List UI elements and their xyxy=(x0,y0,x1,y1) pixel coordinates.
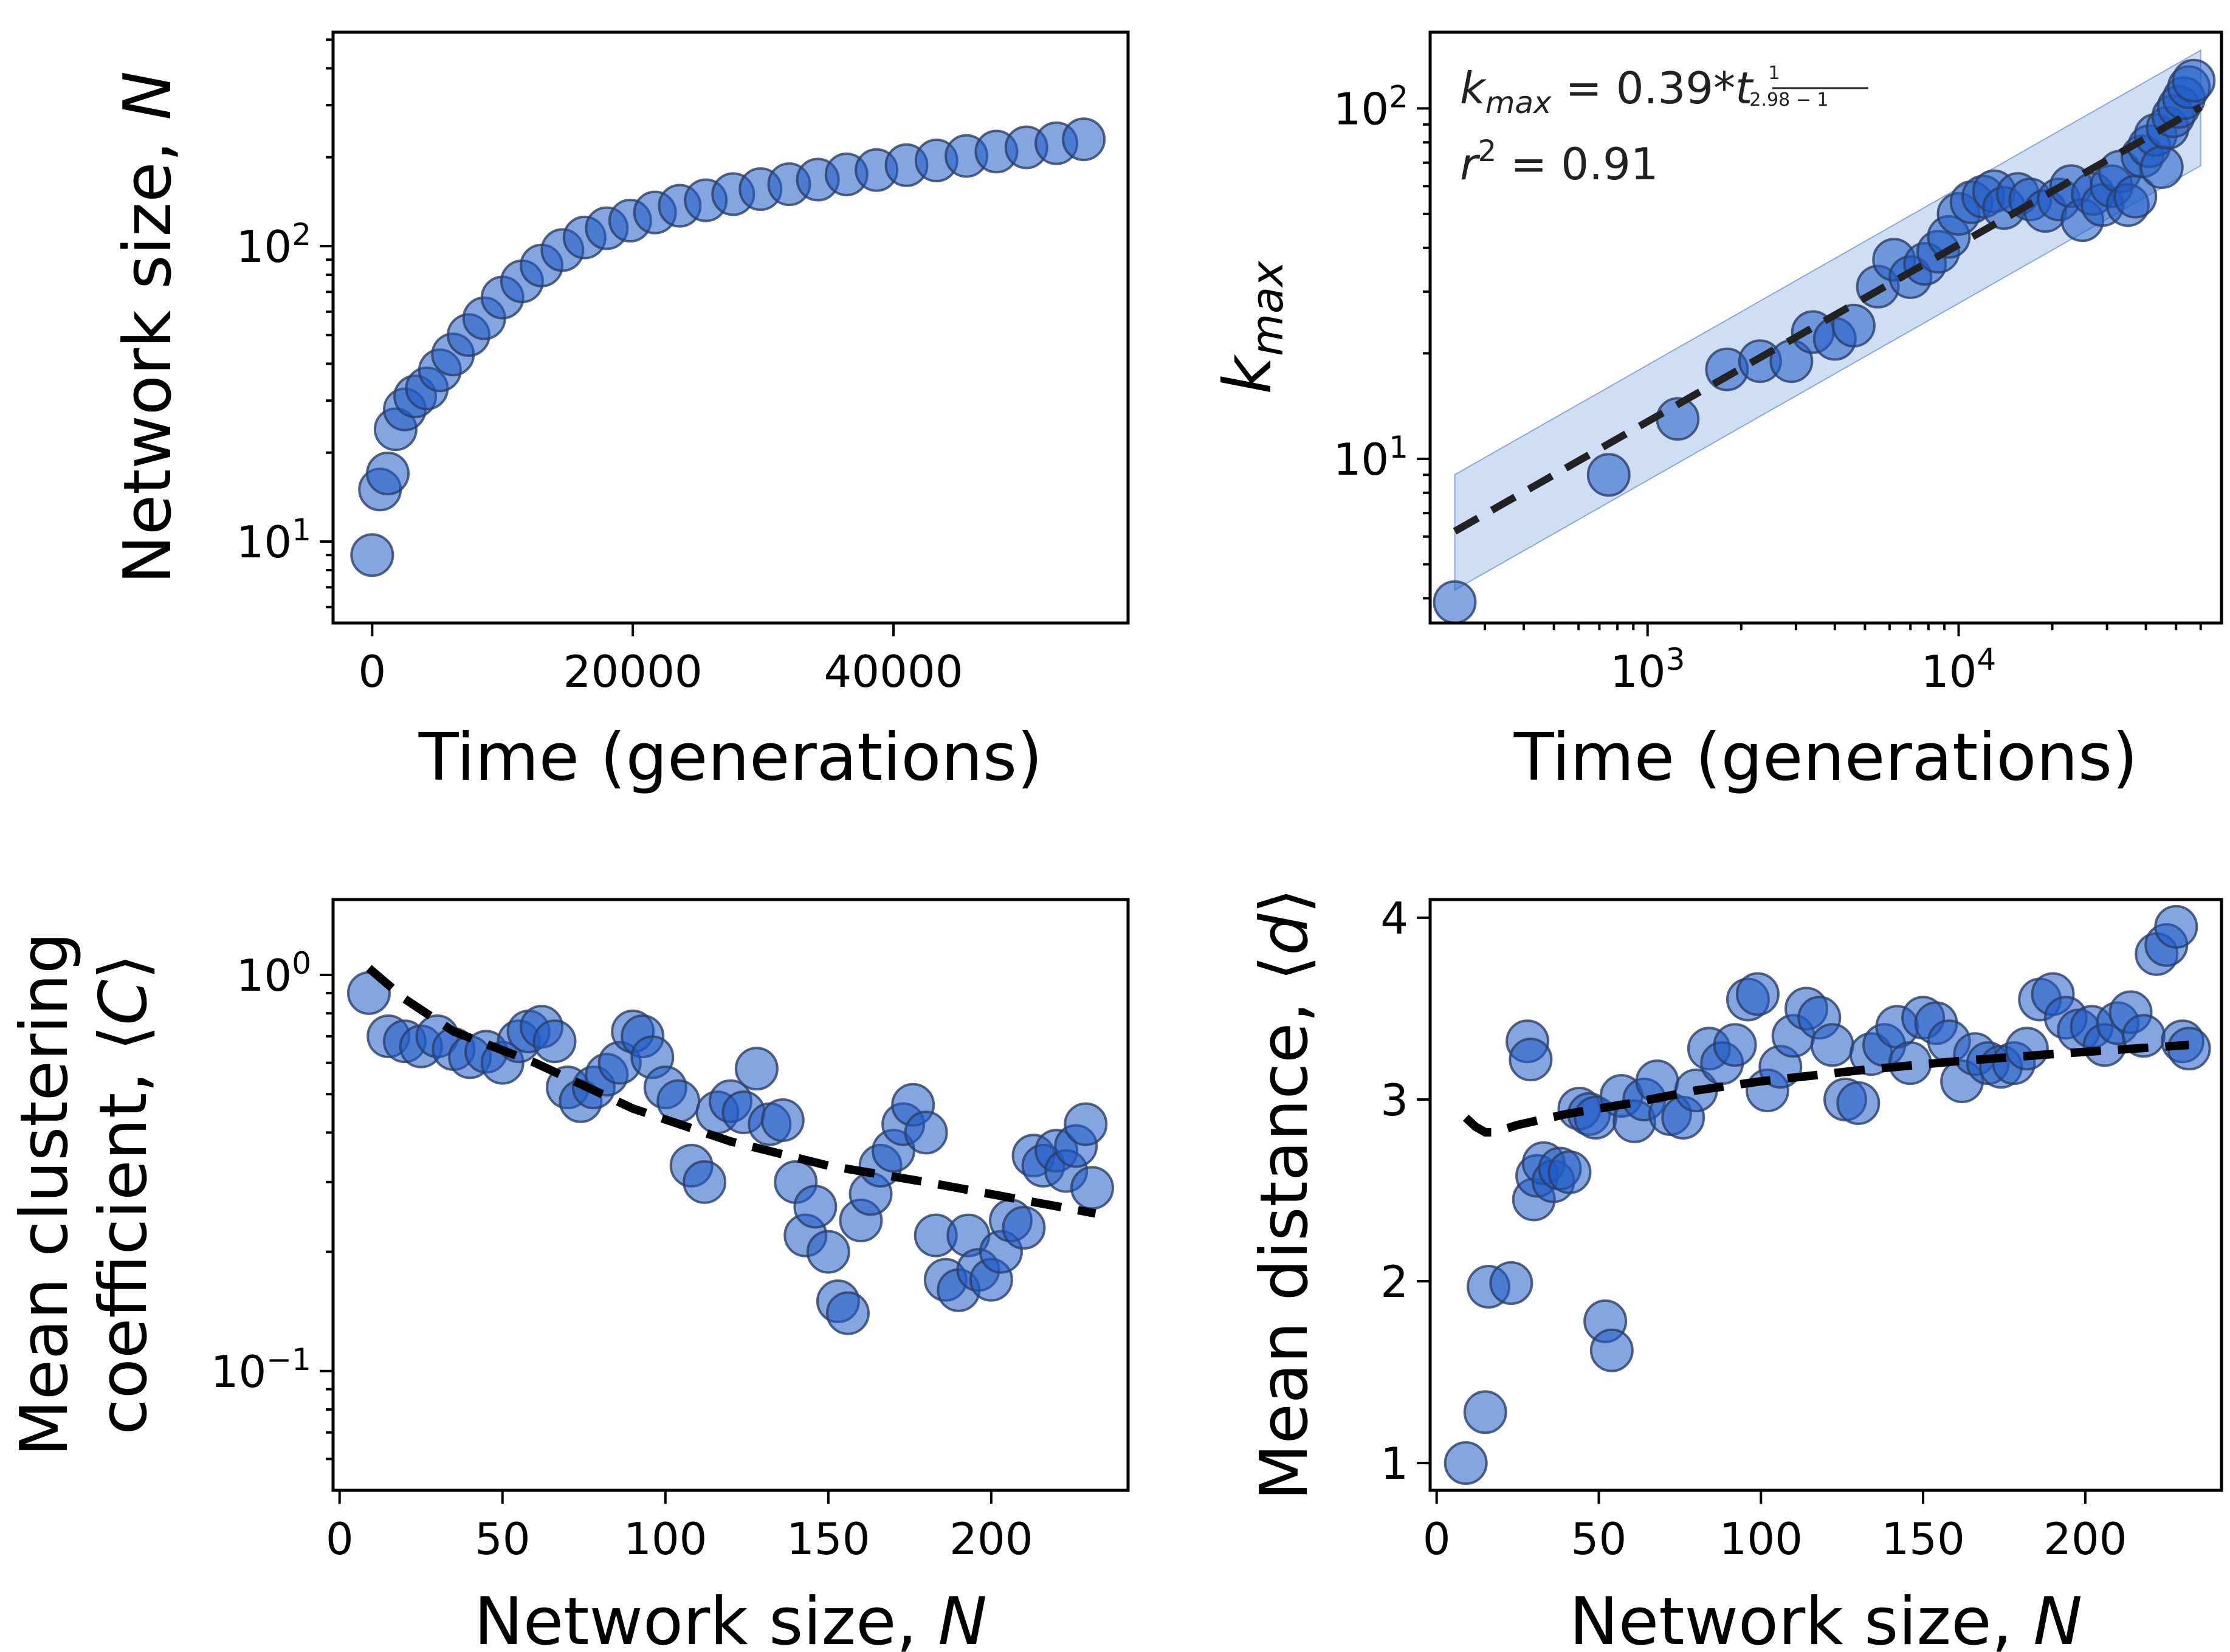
y-axis-label: kmax xyxy=(1210,260,1293,394)
data-point xyxy=(2172,58,2216,103)
x-axis-label: Network size, N xyxy=(1569,1584,2082,1652)
y-axis-label: Network size, N xyxy=(110,71,186,584)
axes-frame xyxy=(1428,30,2223,625)
data-point xyxy=(532,1019,577,1064)
fit-line xyxy=(1453,103,2203,535)
x-tick-label: 20000 xyxy=(563,646,703,697)
data-point xyxy=(1064,1102,1108,1146)
x-tick-label: 50 xyxy=(475,1513,531,1564)
y-axis-label-line1: Mean clustering xyxy=(7,932,83,1457)
data-point xyxy=(904,1110,948,1155)
y-tick-label: 3 xyxy=(1380,1075,1408,1126)
data-point xyxy=(1713,1023,1757,1067)
y-axis-label-line2: coefficient, ⟨C⟩ xyxy=(86,954,162,1434)
data-point xyxy=(734,1047,779,1091)
data-point xyxy=(760,1098,805,1142)
data-point xyxy=(1444,1441,1488,1485)
data-point xyxy=(1589,1328,1634,1372)
axes-frame xyxy=(331,30,1130,625)
fit-formula: kmax = 0.39*t 1 2.98 − 1 xyxy=(1460,63,1828,120)
x-tick-label: 200 xyxy=(2043,1513,2127,1564)
data-point xyxy=(1735,972,1780,1016)
x-axis-label: Time (generations) xyxy=(418,720,1043,796)
x-tick-label: 0 xyxy=(358,646,386,697)
x-tick-label: 40000 xyxy=(824,646,963,697)
x-axis-label: Network size, N xyxy=(474,1584,987,1652)
x-axis-label: Time (generations) xyxy=(1513,720,2138,796)
x-tick-label: 150 xyxy=(1881,1513,1964,1564)
data-point xyxy=(793,1185,838,1229)
x-tick-label: 200 xyxy=(949,1513,1033,1564)
data-point xyxy=(1547,1150,1592,1194)
data-point xyxy=(1489,1261,1533,1306)
x-tick-label: 100 xyxy=(624,1513,707,1564)
data-point xyxy=(1062,117,1106,162)
fit-annotation: kmax = 0.39*t 1 2.98 − 1 r2 = 0.91 xyxy=(1460,63,1868,190)
data-point xyxy=(1810,1023,1854,1067)
fit-r2: r2 = 0.91 xyxy=(1460,134,1659,190)
data-point xyxy=(1831,303,1876,348)
y-tick-label: 2 xyxy=(1380,1256,1408,1307)
data-point xyxy=(825,1291,870,1335)
axes-frame xyxy=(331,898,1130,1492)
data-point xyxy=(683,1160,727,1204)
data-point xyxy=(2154,904,2198,949)
data-point xyxy=(1586,453,1631,497)
fit-line xyxy=(1462,1041,2190,1137)
fit-line xyxy=(366,965,1096,1218)
y-axis-label: Mean distance, ⟨d⟩ xyxy=(1247,888,1323,1501)
x-tick-label: 50 xyxy=(1571,1513,1627,1564)
y-tick-label: 4 xyxy=(1380,893,1408,944)
data-point xyxy=(1070,1166,1115,1210)
data-point xyxy=(2005,1027,2049,1071)
data-point xyxy=(1836,1081,1881,1125)
x-tick-label: 100 xyxy=(1719,1513,1803,1564)
data-point xyxy=(806,1230,850,1274)
y-tick-label: 1 xyxy=(1380,1438,1408,1489)
data-point xyxy=(1463,1390,1507,1434)
data-point xyxy=(1002,1206,1046,1250)
y-tick-label: 101 xyxy=(236,512,311,568)
data-point xyxy=(1509,1038,1553,1082)
panel-distance-vs-size: 0 50 100 150 200 1 2 3 4 Network size, N Mean di… xyxy=(1247,888,2223,1652)
data-point xyxy=(2139,145,2184,189)
y-tick-label: 10−1 xyxy=(211,1342,311,1397)
x-tick-label: 0 xyxy=(326,1513,354,1564)
axes-frame xyxy=(1428,898,2223,1492)
x-tick-label: 150 xyxy=(786,1513,870,1564)
data-point xyxy=(350,533,394,577)
data-point xyxy=(366,451,410,495)
x-tick-label: 0 xyxy=(1423,1513,1451,1564)
data-point xyxy=(1433,580,1477,624)
